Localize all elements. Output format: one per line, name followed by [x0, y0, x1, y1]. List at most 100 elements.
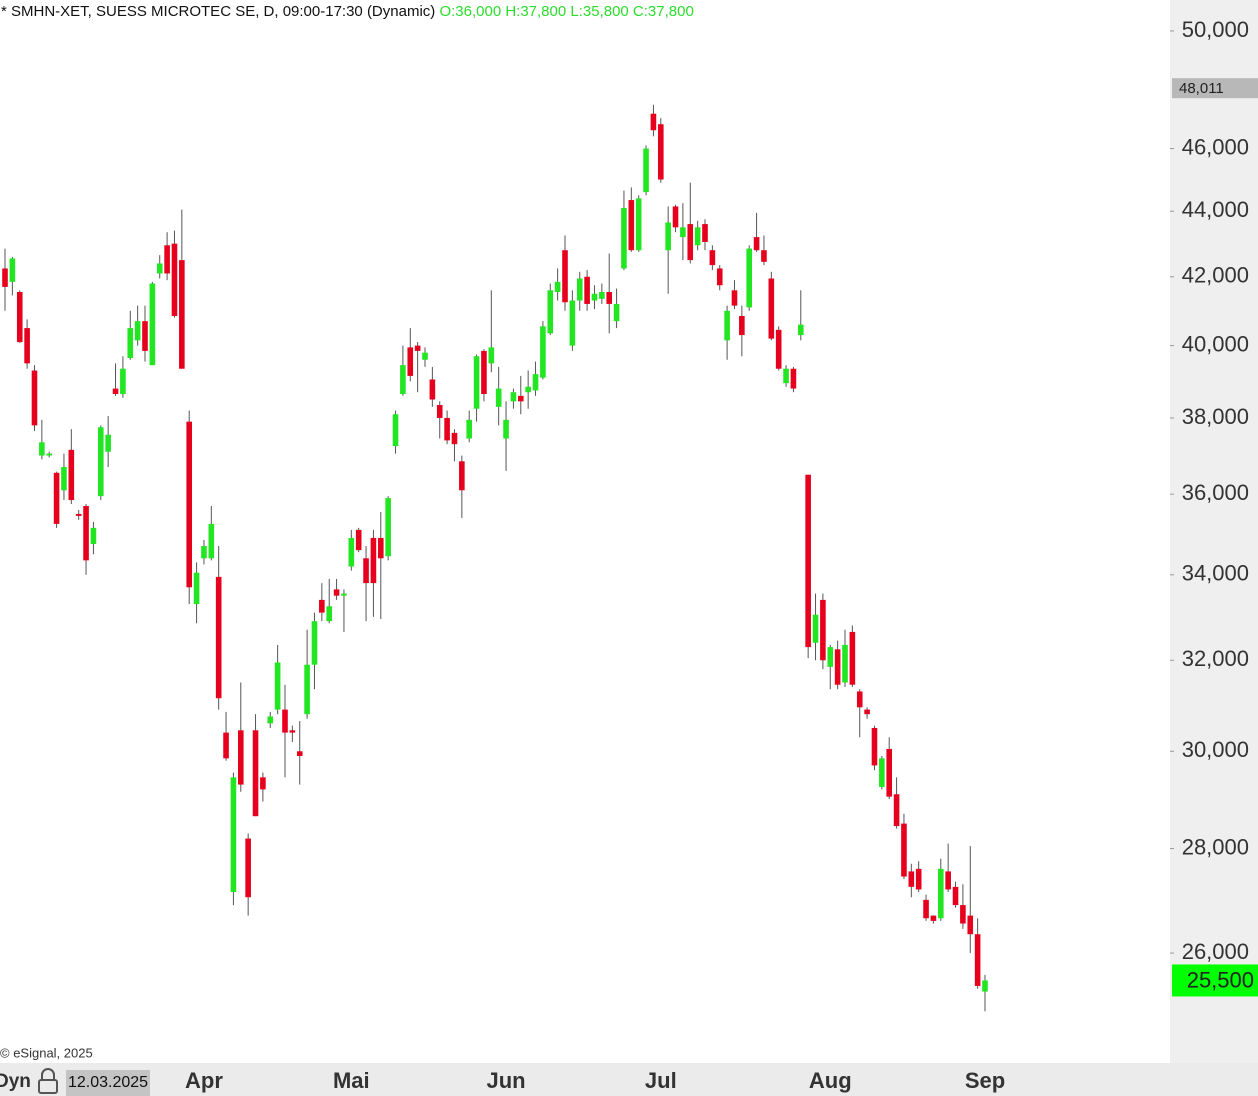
candle-body — [849, 631, 856, 685]
candle-body — [761, 250, 767, 262]
candle-body — [370, 537, 377, 584]
candle-body — [716, 268, 723, 286]
candle-body — [363, 558, 369, 584]
candle-body — [326, 606, 333, 622]
candle-body — [466, 419, 473, 439]
candle-body — [296, 751, 303, 756]
candle-body — [746, 248, 753, 308]
mode-label[interactable]: Dyn — [0, 1071, 31, 1092]
candle-body — [414, 345, 421, 351]
y-tick-label: 50,000 — [1182, 17, 1249, 42]
candle-body — [377, 537, 384, 559]
candle-body — [871, 727, 878, 766]
candle-body — [739, 315, 745, 336]
candle-body — [547, 290, 554, 334]
candle-body — [783, 368, 789, 384]
candle-body — [517, 395, 524, 402]
candle-body — [289, 730, 296, 733]
candle-body — [436, 405, 443, 418]
candle-body — [481, 350, 487, 395]
candle-body — [16, 292, 23, 343]
candle-body — [635, 198, 642, 251]
candle-body — [915, 868, 922, 890]
candle-body — [142, 321, 148, 351]
price-marker — [1172, 964, 1258, 997]
candle-body — [237, 730, 244, 785]
candle-body — [495, 388, 502, 407]
candle-body — [149, 283, 156, 366]
candle-body — [311, 621, 318, 665]
plot-area — [0, 0, 1170, 1063]
candle-body — [599, 292, 605, 299]
candle-body — [680, 227, 686, 238]
candle-body — [83, 505, 89, 561]
y-tick-label: 30,000 — [1182, 737, 1249, 762]
candle-body — [650, 113, 657, 131]
candle-body — [606, 292, 613, 304]
y-tick-label: 34,000 — [1182, 561, 1249, 586]
cursor-date-box — [66, 1070, 150, 1096]
candle-body — [355, 529, 362, 551]
candle-body — [193, 572, 200, 605]
candle-body — [864, 709, 870, 715]
candle-body — [797, 324, 804, 336]
candle-body — [245, 838, 251, 898]
candle-body — [731, 290, 738, 306]
candle-body — [112, 388, 119, 395]
candle-body — [643, 148, 649, 193]
candle-body — [827, 647, 834, 667]
ohlc-readout: O:36,000 H:37,800 L:35,800 C:37,800 — [439, 3, 693, 20]
candle-body — [952, 886, 959, 906]
candle-body — [400, 365, 406, 395]
candle-body — [429, 379, 436, 400]
candle-body — [775, 329, 782, 369]
candle-body — [753, 237, 760, 251]
candle-body — [569, 300, 576, 346]
candle-body — [186, 421, 193, 588]
candle-body — [628, 200, 635, 251]
x-tick-label: Sep — [965, 1068, 1005, 1093]
candle-body — [459, 461, 465, 491]
candle-body — [937, 868, 944, 919]
time-axis — [0, 1063, 1258, 1096]
candle-body — [982, 980, 988, 992]
candle-body — [230, 777, 237, 893]
candle-body — [61, 467, 67, 491]
candle-body — [621, 208, 627, 269]
candle-body — [24, 328, 30, 364]
candle-body — [252, 730, 259, 817]
x-tick-label: Jul — [645, 1068, 677, 1093]
candle-body — [46, 453, 53, 456]
x-tick-label: Jun — [486, 1068, 525, 1093]
candle-body — [503, 419, 509, 439]
candle-body — [665, 222, 671, 251]
candle-body — [120, 368, 126, 395]
candle-body — [694, 227, 701, 246]
candle-body — [208, 523, 215, 559]
candle-body — [591, 293, 598, 301]
candle-body — [842, 644, 848, 683]
candle-body — [260, 777, 266, 790]
candle-body — [812, 614, 819, 643]
lock-icon[interactable] — [38, 1068, 58, 1094]
candle-body — [444, 417, 450, 441]
y-tick-label: 32,000 — [1182, 646, 1249, 671]
candle-body — [267, 716, 274, 724]
x-tick-label: Apr — [185, 1068, 223, 1093]
candle-body — [164, 245, 170, 274]
candle-body — [790, 368, 797, 389]
cursor-date: 12.03.2025 — [68, 1074, 148, 1091]
candle-body — [97, 427, 104, 497]
candle-body — [672, 206, 679, 228]
candle-body — [179, 260, 185, 369]
candle-body — [525, 386, 531, 393]
lock-shackle — [41, 1068, 55, 1080]
candle-body — [53, 472, 60, 524]
candle-body — [945, 871, 951, 890]
candle-body — [532, 374, 539, 391]
y-tick-label: 40,000 — [1182, 331, 1249, 356]
price-marker — [1172, 78, 1258, 99]
candle-body — [554, 281, 561, 293]
candle-body — [90, 527, 97, 545]
candle-body — [562, 250, 568, 303]
